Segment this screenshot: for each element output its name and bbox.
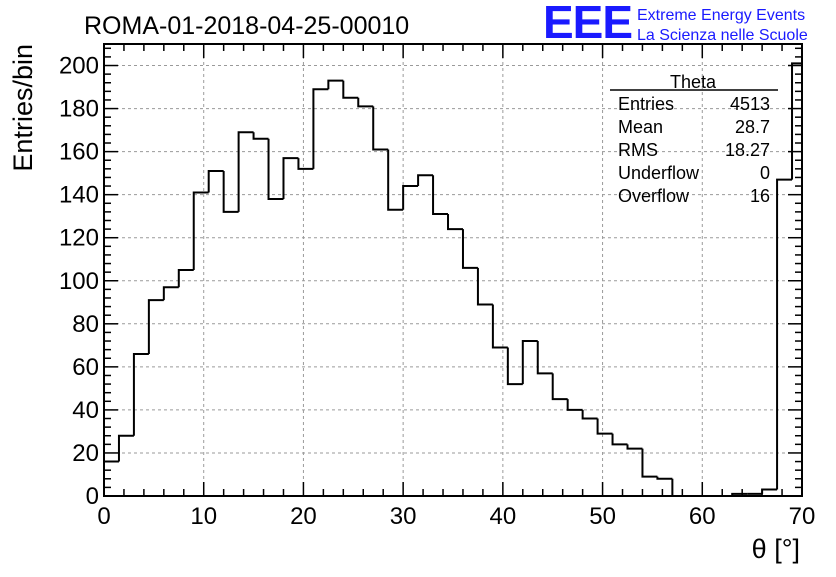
histogram-bin xyxy=(252,132,269,140)
histogram-bin xyxy=(447,214,463,231)
histogram-bin xyxy=(297,158,314,170)
x-tick-label: 20 xyxy=(290,503,317,530)
grid-lines xyxy=(104,44,802,496)
histogram-bin xyxy=(776,178,793,490)
histogram-bin xyxy=(656,476,673,480)
y-tick-label: 80 xyxy=(72,311,99,338)
histogram-bin xyxy=(761,488,778,494)
y-tick-label: 0 xyxy=(86,483,99,510)
histogram-bin xyxy=(791,62,802,180)
histogram-bin xyxy=(461,229,478,269)
x-tick-label: 0 xyxy=(97,503,110,530)
y-tick-label: 140 xyxy=(59,182,99,209)
histogram-bin xyxy=(267,138,284,200)
y-tick-label: 60 xyxy=(72,354,99,381)
histogram-bin xyxy=(417,174,434,187)
histogram-bin xyxy=(117,434,134,462)
histogram-bin xyxy=(327,79,344,90)
stats-value: 18.27 xyxy=(725,140,770,160)
y-tick-label: 100 xyxy=(59,268,99,295)
histogram-bin xyxy=(521,340,538,385)
histogram-bin xyxy=(626,444,643,450)
y-tick-label: 20 xyxy=(72,440,99,467)
stats-rows: Entries 4513 Mean 28.7 RMS 18.27 Underflow 0 Ove… xyxy=(618,94,770,206)
logo-line-1: Extreme Energy Events xyxy=(637,7,805,24)
histogram-bin xyxy=(132,352,149,436)
y-axis-label: Entries/bin xyxy=(8,44,38,172)
x-tick-label: 30 xyxy=(390,503,417,530)
x-tick-label: 70 xyxy=(789,503,816,530)
axis-ticks xyxy=(103,44,803,497)
x-tick-label: 10 xyxy=(190,503,217,530)
histogram-bin xyxy=(237,131,254,212)
x-axis-label: θ [°] xyxy=(752,534,800,564)
stats-value: 0 xyxy=(760,163,770,183)
histogram-bin xyxy=(342,80,359,99)
histogram-bin xyxy=(177,269,194,288)
logo-line-2: La Scienza nelle Scuole xyxy=(637,27,808,44)
histogram-bin xyxy=(162,286,179,301)
y-tick-label: 40 xyxy=(72,397,99,424)
axis-tick-labels: 0 10 20 30 40 50 60 700204060801001201401601802… xyxy=(59,53,815,530)
histogram-bin xyxy=(372,106,389,151)
y-tick-label: 160 xyxy=(59,139,99,166)
histogram-bin xyxy=(476,267,493,306)
histogram-bin xyxy=(387,149,404,211)
stats-box: Theta Entries 4513 Mean 28.7 RMS 18.27 Underfl… xyxy=(610,72,778,206)
x-tick-label: 60 xyxy=(689,503,716,530)
histogram-bin xyxy=(402,185,419,210)
histogram-series xyxy=(103,62,802,497)
histogram-bin xyxy=(207,169,224,193)
histogram-bin xyxy=(641,448,658,478)
eee-logo: EEE xyxy=(543,0,632,48)
histogram-bin xyxy=(581,409,598,420)
histogram-bin xyxy=(611,433,628,446)
stats-value: 4513 xyxy=(730,94,770,114)
stats-label: Overflow xyxy=(618,186,690,206)
stats-value: 16 xyxy=(750,186,770,206)
histogram-bin xyxy=(192,191,209,270)
histogram-bin xyxy=(596,418,613,435)
histogram-bin xyxy=(506,347,523,386)
histogram-bin xyxy=(222,170,239,213)
stats-box-title: Theta xyxy=(670,72,717,92)
x-tick-label: 50 xyxy=(589,503,616,530)
histogram-bin xyxy=(671,478,688,497)
histogram-bin xyxy=(282,157,299,199)
histogram-bin xyxy=(312,88,329,169)
stats-label: Underflow xyxy=(618,163,700,183)
y-tick-label: 200 xyxy=(59,53,99,80)
histogram-bin xyxy=(566,399,583,411)
stats-value: 28.7 xyxy=(735,117,770,137)
histogram-bin xyxy=(357,97,374,108)
plot-frame xyxy=(103,43,803,497)
stats-label: Entries xyxy=(618,94,674,114)
x-tick-label: 40 xyxy=(490,503,517,530)
chart-title: ROMA-01-2018-04-25-00010 xyxy=(84,12,409,40)
stats-label: Mean xyxy=(618,117,663,137)
histogram-bin xyxy=(551,373,568,401)
stats-label: RMS xyxy=(618,140,658,160)
histogram-bin xyxy=(432,175,449,216)
y-tick-label: 180 xyxy=(59,96,99,123)
histogram-bin xyxy=(536,341,553,375)
histogram-bin xyxy=(491,304,508,349)
histogram-bin xyxy=(147,299,164,354)
y-tick-label: 120 xyxy=(59,225,99,252)
